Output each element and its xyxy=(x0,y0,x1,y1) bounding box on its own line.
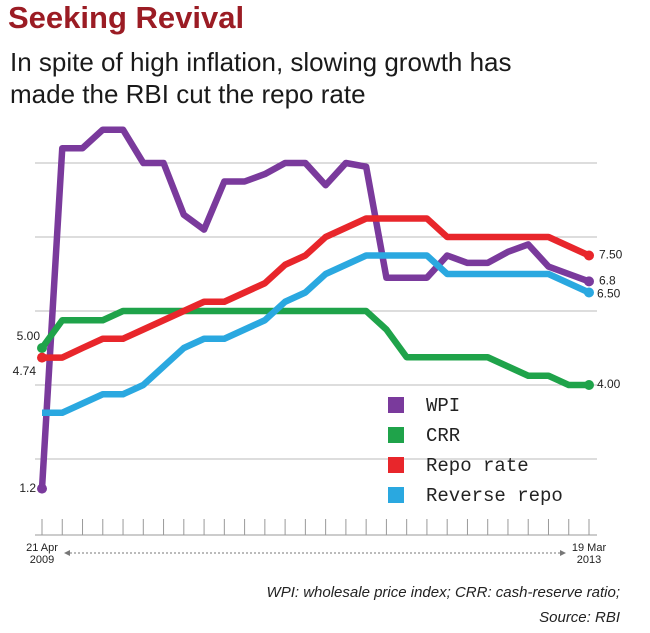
footnote: WPI: wholesale price index; CRR: cash-re… xyxy=(266,584,620,626)
chart-title: Seeking Revival xyxy=(8,0,245,35)
end-point xyxy=(584,287,594,298)
series-line xyxy=(42,215,591,361)
end-point xyxy=(37,352,47,363)
legend-label: Repo rate xyxy=(426,455,529,477)
legend-label: CRR xyxy=(426,425,460,447)
end-point xyxy=(37,483,47,494)
legend-swatch xyxy=(388,427,404,443)
value-label: 4.00 xyxy=(597,377,621,391)
value-label: 6.8 xyxy=(599,274,616,288)
end-point xyxy=(584,380,594,390)
legend-swatch xyxy=(388,487,404,503)
value-label: 1.2 xyxy=(19,481,36,495)
end-point xyxy=(37,343,47,353)
value-label: 6.50 xyxy=(597,287,621,301)
end-point xyxy=(584,276,594,287)
series-line xyxy=(42,252,591,416)
legend-swatch xyxy=(388,457,404,473)
series-line xyxy=(38,126,591,489)
series-line xyxy=(39,307,589,389)
x-tick-label: 19 Mar 2013 xyxy=(571,542,607,566)
legend-swatch xyxy=(388,397,404,413)
value-label: 5.00 xyxy=(17,329,41,343)
x-tick-label: 21 Apr 2009 xyxy=(26,542,58,566)
chart-subtitle: In spite of high inflation, slowing grow… xyxy=(10,47,512,109)
legend-label: Reverse repo xyxy=(426,485,563,507)
value-label: 7.50 xyxy=(599,248,623,262)
end-point xyxy=(584,250,594,261)
legend-label: WPI xyxy=(426,395,460,417)
value-label: 4.74 xyxy=(13,364,37,378)
